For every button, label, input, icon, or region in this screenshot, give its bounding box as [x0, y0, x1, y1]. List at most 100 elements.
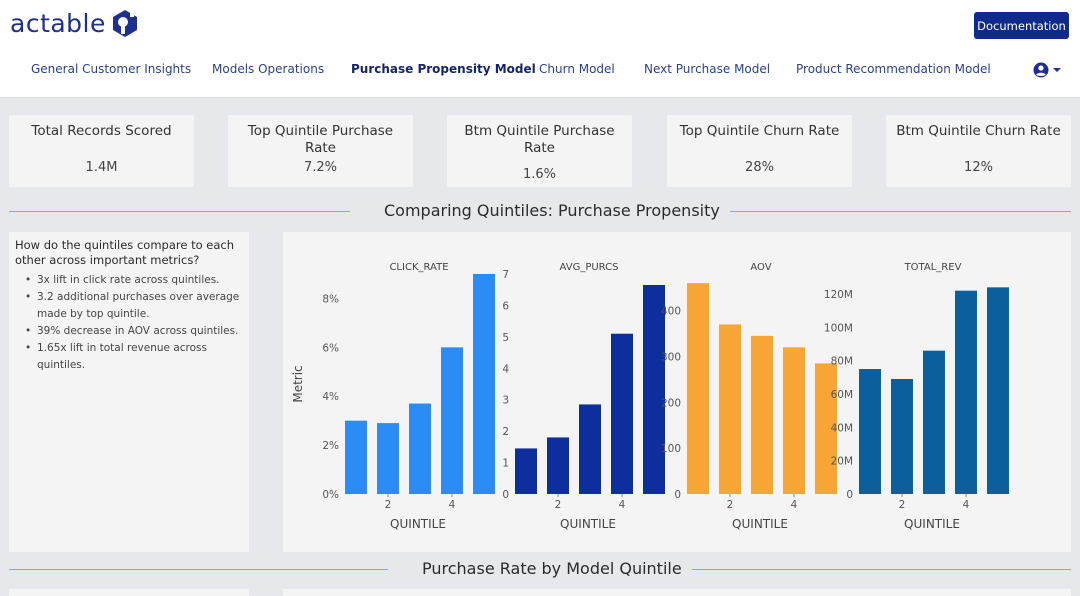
y-tick-label: 0 [674, 489, 681, 501]
bar [409, 403, 431, 494]
bar [719, 324, 741, 494]
tab-next-purchase-model[interactable]: Next Purchase Model [644, 62, 771, 76]
kpi-card-top-quintile-churn-rate: Top Quintile Churn Rate 28% [667, 115, 852, 187]
kpi-card-btm-quintile-purchase-rate: Btm Quintile Purchase Rate 1.6% [447, 115, 632, 187]
x-tick-label: 2 [727, 499, 734, 511]
bar [441, 347, 463, 494]
y-tick-label: 2% [322, 440, 339, 452]
insights-list: 3x lift in click rate across quintiles. … [15, 272, 243, 374]
y-tick-label: 5 [502, 332, 509, 344]
y-tick-label: 6 [502, 300, 509, 312]
insight-item: 1.65x lift in total revenue across quint… [25, 340, 243, 374]
tab-purchase-propensity-model[interactable]: Purchase Propensity Model [351, 62, 536, 76]
main-nav: General Customer Insights Models Operati… [0, 62, 1000, 82]
bar [579, 404, 601, 494]
kpi-card-total-records: Total Records Scored 1.4M [9, 115, 194, 187]
kpi-value: 28% [745, 160, 774, 175]
x-tick-label: 4 [619, 499, 626, 511]
kpi-label: Total Records Scored [31, 123, 172, 139]
y-tick-label: 4 [502, 363, 509, 375]
kpi-value: 7.2% [303, 160, 338, 175]
caret-down-icon [1053, 68, 1061, 72]
y-tick-label: 400 [661, 306, 681, 318]
kpi-label: Btm Quintile Purchase Rate [464, 123, 615, 156]
insight-item: 3x lift in click rate across quintiles. [25, 272, 243, 289]
bar [987, 287, 1009, 494]
insight-item: 39% decrease in AOV across quintiles. [25, 323, 243, 340]
y-tick-label: 2 [502, 426, 509, 438]
kpi-card-btm-quintile-churn-rate: Btm Quintile Churn Rate 12% [886, 115, 1071, 187]
tab-churn-model[interactable]: Churn Model [539, 62, 615, 76]
bar [859, 369, 881, 494]
x-tick-label: 4 [449, 499, 456, 511]
y-tick-label: 1 [502, 458, 509, 470]
kpi-label: Top Quintile Purchase Rate [247, 123, 394, 156]
kpi-card-top-quintile-purchase-rate: Top Quintile Purchase Rate 7.2% [228, 115, 413, 187]
insights-question: How do the quintiles compare to each oth… [15, 238, 235, 267]
bar [891, 379, 913, 494]
bar [751, 335, 773, 494]
bar [687, 283, 709, 494]
section-divider [9, 211, 350, 212]
kpi-label: Top Quintile Churn Rate [679, 123, 840, 139]
kpi-value: 1.6% [522, 167, 557, 182]
section-title-purchase-rate-by-quintile: Purchase Rate by Model Quintile [422, 559, 682, 578]
kpi-value: 1.4M [85, 160, 118, 175]
bar [377, 423, 399, 494]
y-tick-label: 0 [502, 489, 509, 501]
y-tick-label: 300 [661, 352, 681, 364]
y-tick-label: 20M [831, 456, 853, 468]
quintile-comparison-chart-panel: Metric CLICK_RATE 0% 2% 4% 6% 8% 2 4 QUINTILE AVG_… [283, 232, 1071, 552]
chart-title: TOTAL_REV [904, 262, 962, 273]
user-circle-icon [1033, 62, 1049, 78]
bar [515, 448, 537, 494]
actable-logo-icon [112, 10, 137, 37]
section-divider [9, 569, 388, 570]
section-divider [730, 211, 1071, 212]
bar [783, 347, 805, 494]
bar [815, 363, 837, 494]
x-axis-label: QUINTILE [904, 517, 960, 531]
y-tick-label: 6% [322, 342, 339, 354]
y-tick-label: 8% [322, 293, 339, 305]
user-menu[interactable] [1033, 62, 1061, 78]
section-title-comparing-quintiles: Comparing Quintiles: Purchase Propensity [384, 201, 720, 220]
tab-general-customer-insights[interactable]: General Customer Insights [31, 62, 192, 76]
x-axis-label: QUINTILE [390, 517, 446, 531]
y-tick-label: 0 [846, 489, 853, 501]
chart-title: CLICK_RATE [389, 262, 448, 273]
x-tick-label: 2 [555, 499, 562, 511]
y-tick-label: 200 [661, 397, 681, 409]
tab-product-recommendation-model[interactable]: Product Recommendation Model [796, 62, 991, 76]
bar [547, 437, 569, 494]
documentation-button[interactable]: Documentation [974, 12, 1069, 39]
bar [473, 274, 495, 494]
logo[interactable]: actable [10, 8, 140, 38]
chart-title: AOV [750, 262, 771, 273]
y-tick-label: 3 [502, 395, 509, 407]
kpi-value: 12% [964, 160, 993, 175]
y-tick-label: 0% [322, 489, 339, 501]
bar [643, 285, 665, 494]
y-tick-label: 80M [831, 356, 853, 368]
y-tick-label: 40M [831, 422, 853, 434]
logo-text: actable [10, 8, 106, 38]
top-bar: actable Documentation General Customer I… [0, 0, 1080, 98]
x-axis-label: QUINTILE [732, 517, 788, 531]
x-tick-label: 2 [385, 499, 392, 511]
x-tick-label: 4 [963, 499, 970, 511]
insight-item: 3.2 additional purchases over average ma… [25, 289, 243, 323]
y-tick-label: 100M [824, 322, 853, 334]
bottom-right-panel [283, 589, 1071, 596]
y-tick-label: 100 [661, 443, 681, 455]
section-divider [692, 569, 1071, 570]
bar [923, 350, 945, 494]
y-tick-label: 7 [502, 269, 509, 281]
bar [611, 333, 633, 494]
x-tick-label: 4 [791, 499, 798, 511]
tab-models-operations[interactable]: Models Operations [212, 62, 325, 76]
insights-panel: How do the quintiles compare to each oth… [9, 232, 249, 552]
y-tick-label: 60M [831, 389, 853, 401]
kpi-label: Btm Quintile Churn Rate [896, 123, 1061, 139]
